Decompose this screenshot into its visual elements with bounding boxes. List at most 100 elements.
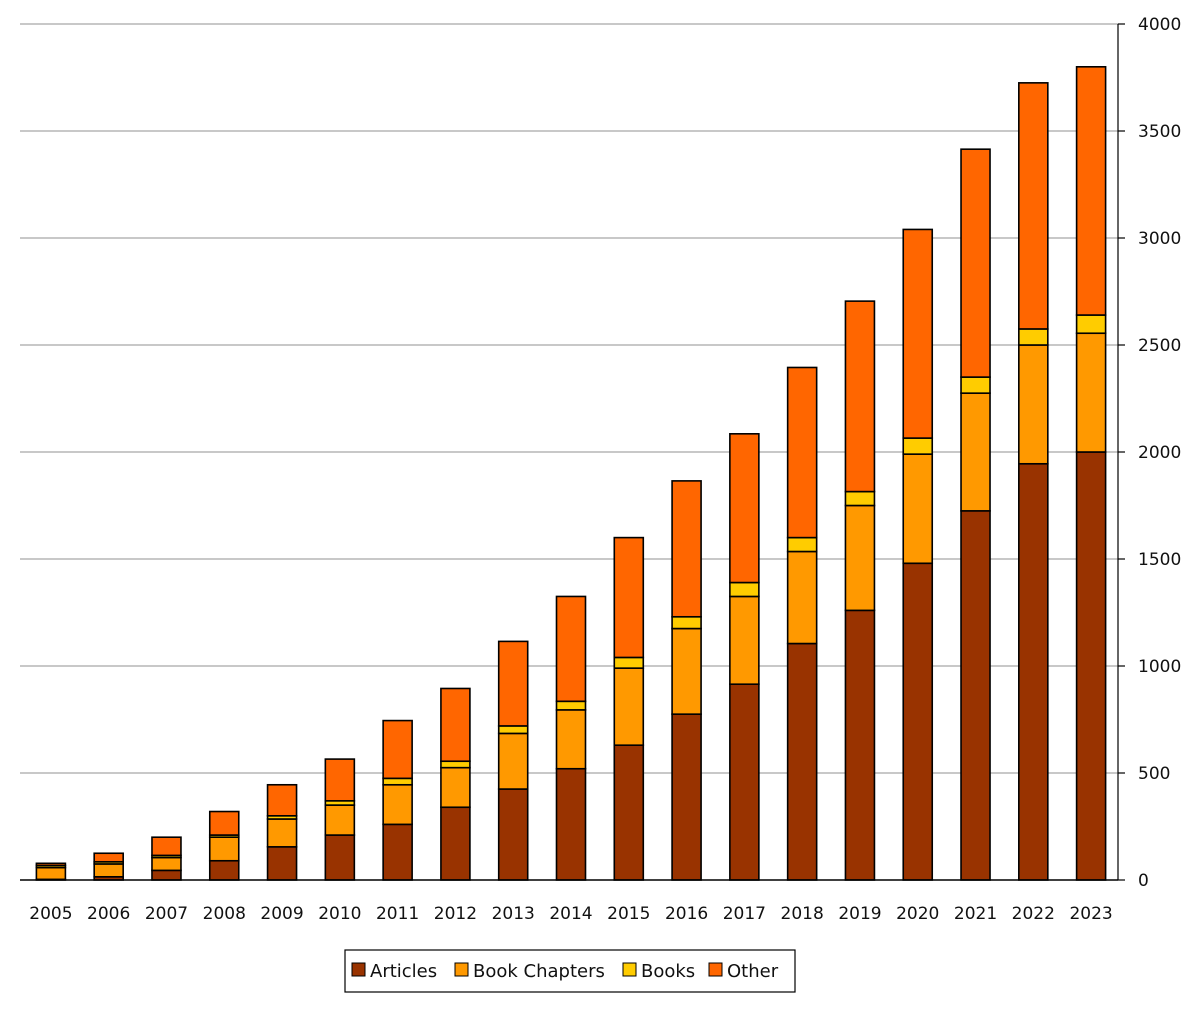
bar-books [671,615,702,630]
bar-book-chapters [613,667,645,746]
bar-articles [324,834,356,881]
x-tick-label: 2015 [607,904,650,924]
bar-other [151,836,182,857]
legend-swatch [454,962,469,977]
bar-book-chapters [208,836,240,862]
bar-articles [555,767,587,881]
bar-book-chapters [440,766,471,809]
x-tick-label: 2021 [954,904,997,924]
bar-other [266,783,298,817]
bar-articles [208,859,240,881]
x-tick-label: 2014 [549,904,592,924]
bar-book-chapters [266,818,298,848]
y-tick-label: 4000 [1138,15,1181,35]
bar-other [555,595,587,703]
bar-other [497,640,529,727]
bar-other [960,148,991,378]
bar-articles [1075,451,1107,881]
bar-book-chapters [844,504,876,612]
bar-book-chapters [1018,344,1049,465]
bar-other [671,480,702,618]
bar-articles [960,510,991,881]
x-tick-label: 2017 [723,904,766,924]
legend-label: Articles [370,961,437,982]
bar-other [208,810,240,836]
x-tick-label: 2013 [492,904,535,924]
x-tick-label: 2009 [260,904,303,924]
bars [35,66,1107,881]
bar-book-chapters [497,732,529,790]
bar-books [960,376,991,394]
bar-other [729,433,760,584]
bar-other [93,852,124,863]
bar-other [440,687,471,763]
bar-other [35,862,67,867]
legend-swatch [708,962,723,977]
bar-other [382,719,413,780]
bar-articles [266,846,298,881]
bar-articles [1018,462,1049,881]
y-tick-label: 2500 [1138,336,1181,356]
bar-books [786,536,818,553]
bar-books [1075,314,1107,335]
bar-book-chapters [786,550,818,645]
bar-articles [844,609,876,881]
x-tick-label: 2019 [838,904,881,924]
x-tick-label: 2005 [29,904,72,924]
y-tick-label: 2000 [1138,443,1181,463]
x-tick-label: 2008 [203,904,246,924]
x-tick-label: 2007 [145,904,188,924]
bar-books [729,581,760,598]
bar-books [382,777,413,786]
y-tick-label: 3500 [1138,122,1181,142]
x-tick-label: 2012 [434,904,477,924]
bar-book-chapters [1075,332,1107,453]
x-tick-label: 2016 [665,904,708,924]
bar-other [1018,82,1049,330]
bar-other [613,536,645,659]
legend-swatch [351,962,366,977]
x-tick-label: 2006 [87,904,130,924]
bar-books [555,700,587,711]
bar-books [902,437,934,455]
x-tick-label: 2022 [1012,904,1055,924]
y-tick-label: 1000 [1138,657,1181,677]
bar-articles [382,823,413,881]
legend-label: Books [641,961,695,982]
bar-books [844,490,876,507]
gridlines [20,23,1118,774]
x-tick-label: 2023 [1069,904,1112,924]
bar-book-chapters [35,866,67,881]
legend-label: Book Chapters [473,961,605,982]
y-tick-label: 3000 [1138,229,1181,249]
bar-articles [786,642,818,881]
bar-articles [729,683,760,881]
x-tick-label: 2020 [896,904,939,924]
bar-articles [902,562,934,881]
legend-swatch [622,962,637,977]
y-tick-label: 0 [1138,871,1149,891]
bar-book-chapters [382,783,413,826]
bar-book-chapters [671,627,702,715]
bar-other [324,758,356,802]
x-tick-label: 2011 [376,904,419,924]
bar-articles [151,869,182,881]
bar-articles [497,788,529,881]
bar-book-chapters [93,863,124,878]
bar-book-chapters [960,392,991,512]
bar-other [844,300,876,493]
axes: 0 500 1000 1500 2000 2500 3000 3500 4000 2005 2006… [20,15,1181,924]
bar-articles [613,744,645,881]
bar-books [1018,328,1049,346]
bar-books [613,656,645,669]
bar-book-chapters [324,804,356,836]
bar-book-chapters [151,856,182,872]
y-tick-label: 500 [1138,764,1170,784]
bar-other [902,228,934,439]
bar-books [497,725,529,735]
bar-book-chapters [555,709,587,770]
legend-label: Other [727,961,779,982]
x-tick-label: 2018 [781,904,824,924]
